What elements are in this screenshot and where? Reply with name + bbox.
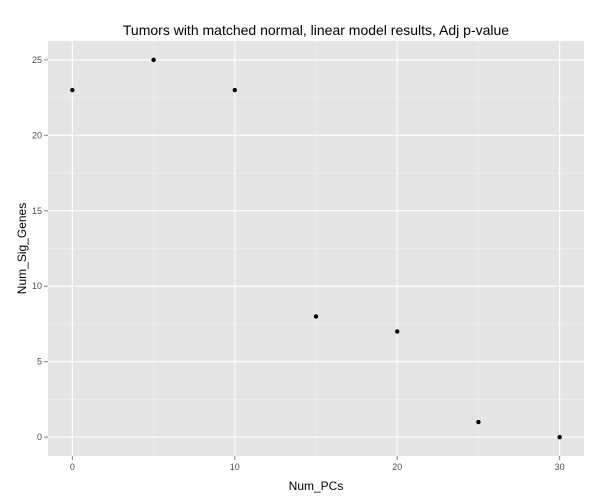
y-tick-label: 5 bbox=[37, 357, 42, 367]
data-point bbox=[557, 434, 562, 440]
data-point bbox=[395, 329, 400, 334]
y-axis: 0 5 10 15 20 25 bbox=[32, 55, 48, 442]
data-point bbox=[232, 87, 237, 93]
data-point bbox=[151, 57, 156, 63]
data-point bbox=[70, 87, 75, 93]
x-tick-label: 20 bbox=[392, 462, 402, 472]
y-tick-label: 25 bbox=[32, 55, 42, 65]
y-axis-title: Num_Sig_Genes bbox=[15, 203, 29, 294]
x-axis-title: Num_PCs bbox=[289, 479, 344, 493]
y-tick-label: 10 bbox=[32, 281, 42, 291]
y-tick-label: 15 bbox=[32, 206, 42, 216]
data-point bbox=[476, 419, 481, 425]
y-tick-label: 0 bbox=[37, 432, 42, 442]
minor-gridlines bbox=[48, 41, 584, 456]
data-point bbox=[313, 314, 319, 319]
chart-title: Tumors with matched normal, linear model… bbox=[123, 22, 509, 38]
major-gridlines bbox=[48, 41, 584, 456]
data-points bbox=[70, 57, 562, 440]
x-axis: 0 10 20 30 bbox=[70, 456, 565, 472]
x-tick-label: 10 bbox=[230, 462, 240, 472]
x-tick-label: 30 bbox=[555, 462, 565, 472]
x-tick-label: 0 bbox=[70, 462, 75, 472]
y-tick-label: 20 bbox=[32, 130, 42, 140]
